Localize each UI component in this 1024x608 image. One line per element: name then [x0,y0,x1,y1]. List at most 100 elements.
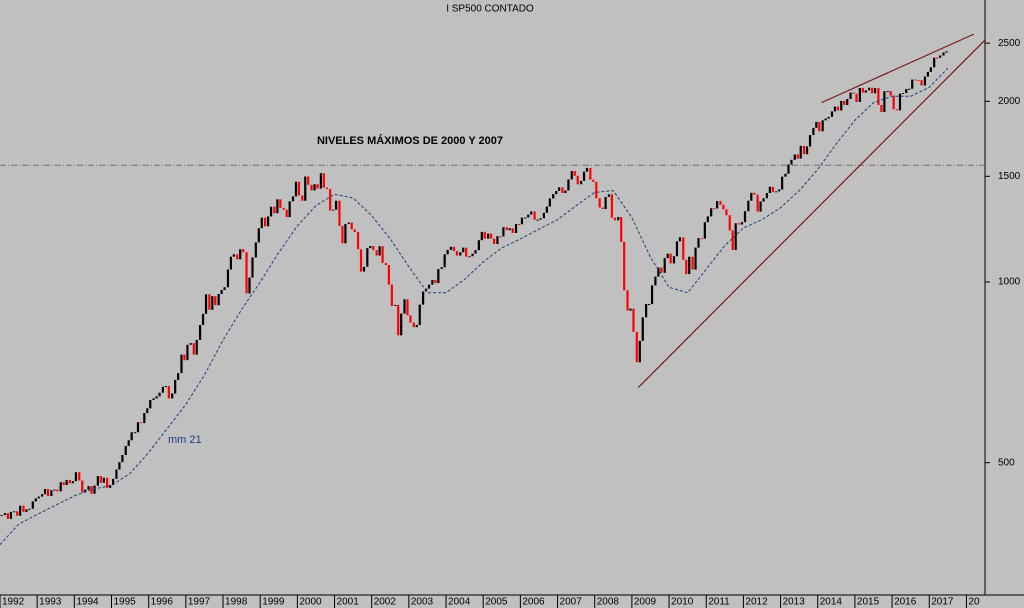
chart-title: I SP500 CONTADO [446,4,534,15]
candle [437,269,440,284]
candle [164,386,167,388]
candle [582,171,586,181]
candle [236,254,239,260]
candle [585,167,589,172]
candle [880,104,883,112]
candle [13,511,16,513]
candle [871,87,874,94]
candle [843,100,846,105]
candle [223,287,226,290]
candle [471,253,474,257]
candle [781,176,784,190]
candle [750,192,753,201]
candle [706,216,709,223]
candle [877,88,880,105]
x-tick-label: 2007 [560,597,583,608]
candle [0,515,3,517]
candle [861,87,864,93]
x-tick-label: 1999 [262,597,285,608]
candle [71,481,75,484]
candle [645,304,648,318]
candle [799,145,802,159]
candle [855,93,858,102]
candle [124,446,127,455]
x-tick-label: 2006 [522,597,545,608]
candle [62,482,65,486]
candle [53,489,56,491]
candle [115,469,118,479]
candle [84,489,87,493]
candle [796,154,799,159]
candle [180,354,183,374]
candle [390,284,393,307]
candle [34,498,37,502]
candle [56,489,59,492]
candle [214,296,217,306]
candle [650,285,654,305]
candle [666,253,669,259]
candle [359,249,363,272]
candle [276,199,279,214]
candle [118,462,121,470]
candle [765,192,769,199]
candle [923,76,926,86]
candle [929,67,932,72]
candle [452,246,456,252]
candle [685,259,688,275]
candle [260,217,263,229]
candle [827,116,830,119]
candle [908,88,911,90]
candle [353,229,356,233]
candle [524,217,527,219]
candle [449,246,453,250]
candle [285,209,288,218]
candle [431,279,434,285]
candle [310,184,313,191]
candle [490,233,493,239]
candle [623,241,626,291]
x-tick-label: 2012 [745,597,768,608]
candle [356,232,360,250]
candle [527,214,530,218]
candle [50,490,53,497]
candle [678,237,682,242]
y-tick-label: 1000 [998,277,1021,288]
candle [16,511,19,516]
candle [93,485,96,494]
candle [325,187,328,189]
x-tick-label: 2010 [671,597,694,608]
candle [387,265,390,285]
candle [421,291,425,305]
candle [942,52,945,56]
candle [22,505,25,512]
candle [725,209,728,216]
candle [530,211,533,215]
candle [669,253,672,264]
candle [304,176,307,201]
candle [362,266,366,272]
candle [248,277,251,294]
candle [251,257,254,278]
candle [688,256,691,275]
candle [177,373,180,380]
candle [564,190,567,193]
candle [629,308,632,311]
candle [111,478,115,486]
candle [632,308,635,332]
candle [291,196,295,202]
candle [852,92,855,94]
candle [465,247,468,257]
candle [130,432,133,441]
candle [400,313,403,336]
candle [719,201,722,205]
candle [682,237,685,260]
candle [520,217,524,225]
candle [787,164,790,174]
candle [802,145,806,155]
candle [756,194,759,212]
candle [638,340,641,363]
candle [517,224,521,226]
candle [322,173,325,188]
x-tick-label: 2015 [857,597,880,608]
